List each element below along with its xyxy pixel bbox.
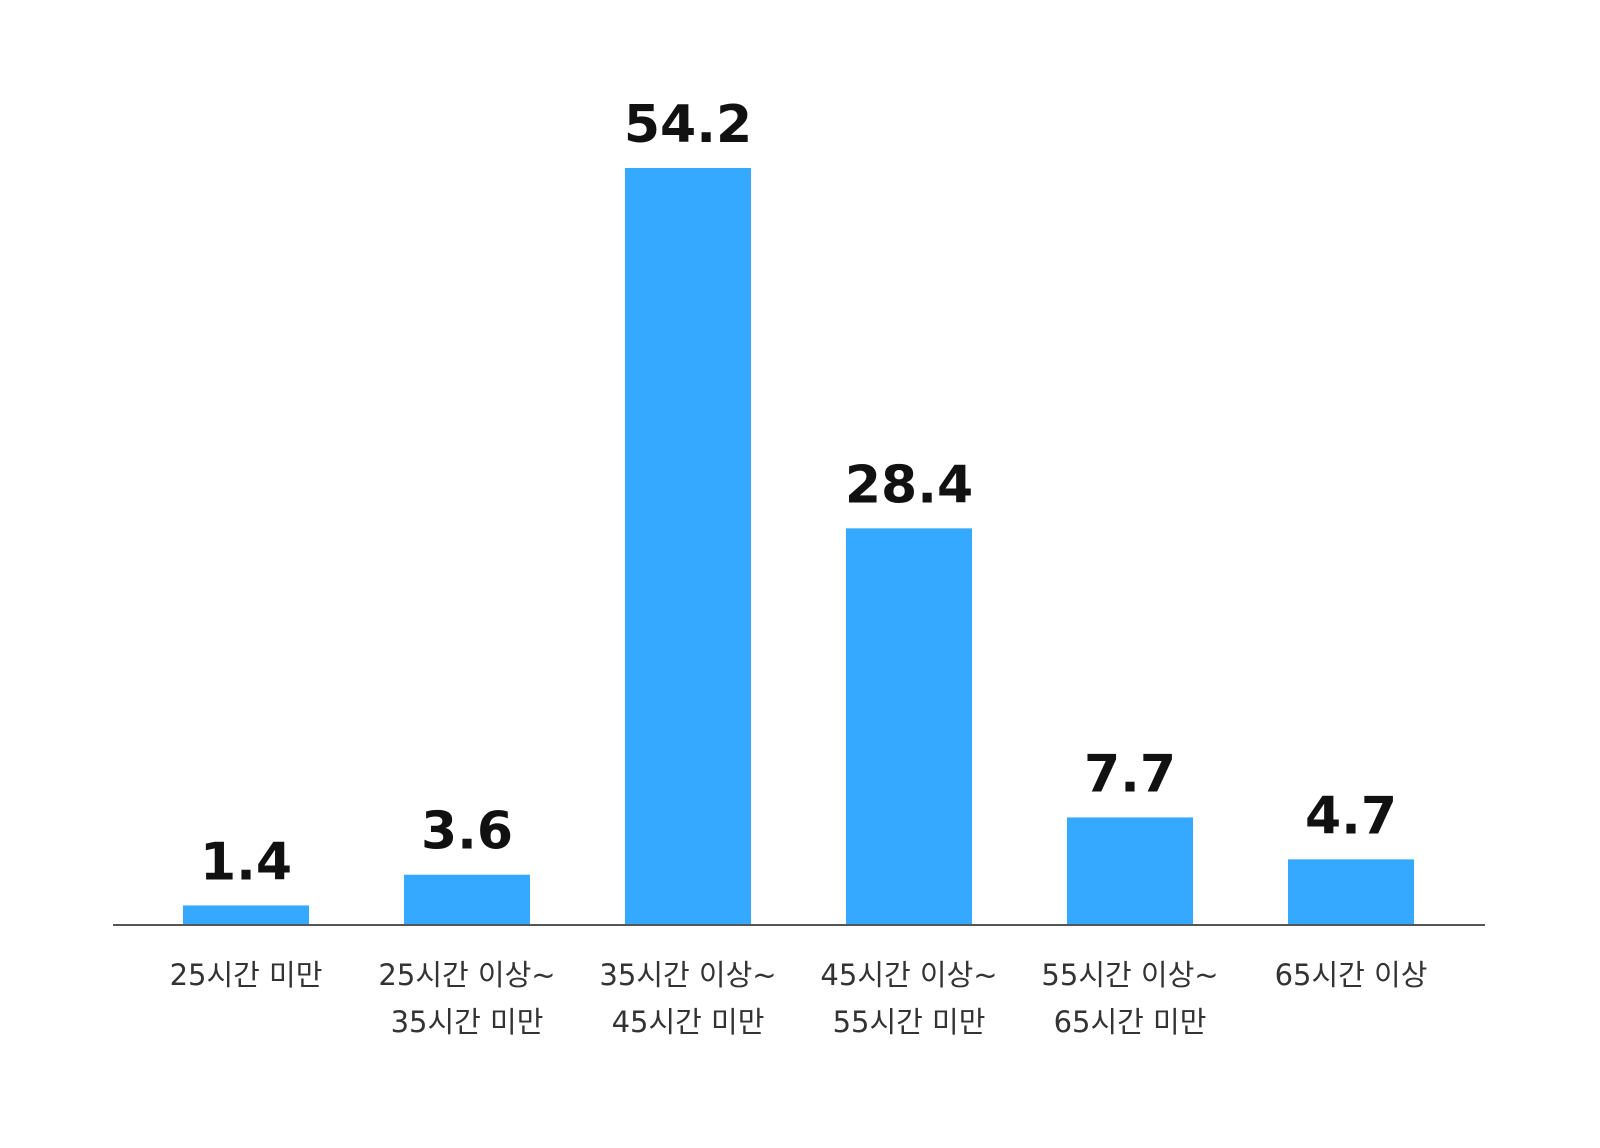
category-label: 65시간 이상 bbox=[1275, 958, 1428, 992]
category-label: 25시간 이상~ bbox=[378, 958, 555, 992]
bar-value-label: 7.7 bbox=[1084, 744, 1176, 804]
bar-value-label: 4.7 bbox=[1305, 786, 1397, 846]
value-label-group: 1.4 3.6 54.2 28.4 7.7 4.7 bbox=[200, 95, 1397, 892]
bar-value-label: 3.6 bbox=[421, 802, 513, 862]
bar-value-label: 1.4 bbox=[200, 832, 292, 892]
bar bbox=[404, 874, 530, 925]
bar bbox=[1067, 817, 1193, 925]
category-label: 35시간 이상~ bbox=[599, 958, 776, 992]
category-label: 45시간 이상~ bbox=[820, 958, 997, 992]
category-label: 55시간 이상~ bbox=[1041, 958, 1218, 992]
category-label: 55시간 미만 bbox=[833, 1005, 986, 1039]
bar-group bbox=[183, 168, 1414, 925]
category-label: 45시간 미만 bbox=[612, 1005, 765, 1039]
bar bbox=[846, 528, 972, 925]
bar bbox=[183, 905, 309, 925]
category-label: 35시간 미만 bbox=[391, 1005, 544, 1039]
bar bbox=[625, 168, 751, 925]
category-label-group: 25시간 미만 25시간 이상~ 35시간 미만 35시간 이상~ 45시간 미만 45시… bbox=[170, 958, 1428, 1039]
bar-value-label: 54.2 bbox=[624, 95, 752, 155]
bar-value-label: 28.4 bbox=[845, 455, 973, 515]
category-label: 25시간 미만 bbox=[170, 958, 323, 992]
bar bbox=[1288, 859, 1414, 925]
category-label: 65시간 미만 bbox=[1054, 1005, 1207, 1039]
